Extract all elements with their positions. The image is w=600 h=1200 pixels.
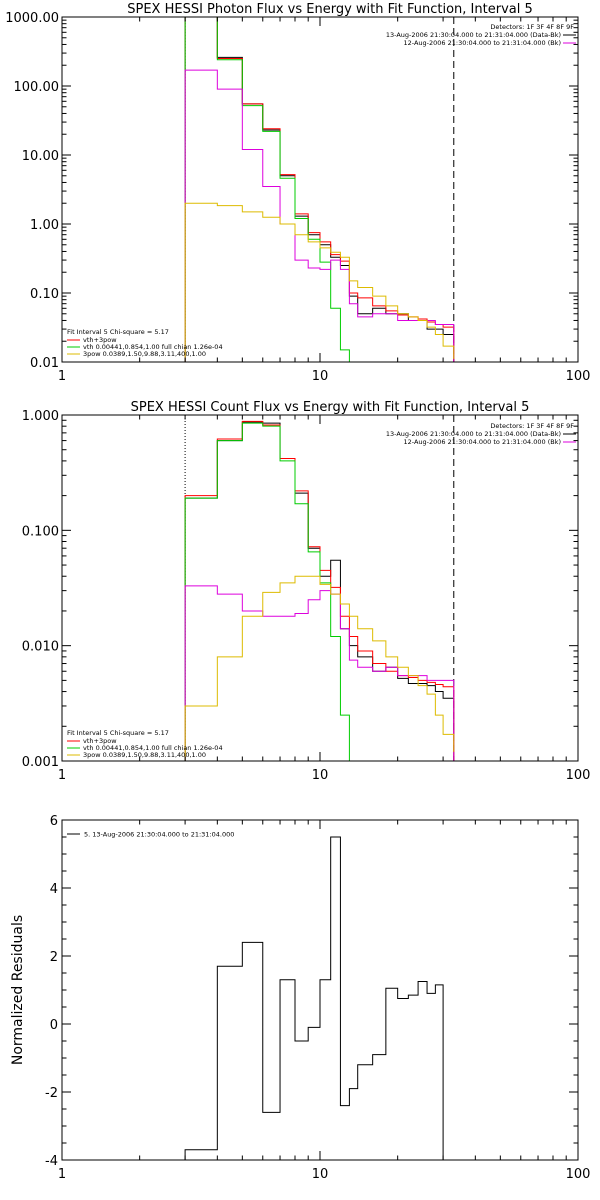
photon-fit-header: Fit Interval 5 Chi-square = 5.17: [67, 328, 169, 336]
count-flux-chart: SPEX HESSI Count Flux vs Energy with Fit…: [22, 400, 591, 783]
count-plot-frame: [61, 414, 579, 762]
count-y-tick-label: 0.100: [22, 524, 59, 539]
residuals-y-tick-label: -2: [45, 1086, 58, 1101]
photon-series-2: [184, 17, 359, 362]
count-chart-axes: 1 10 100 0.001 0.010 0.100 1.000: [22, 409, 591, 783]
count-x-tick-label: 100: [566, 768, 591, 783]
photon-y-tick-label: 0.10: [30, 287, 59, 302]
count-detectors-text: Detectors: 1F 3F 4F 8F 9F: [490, 422, 574, 430]
residuals-y-tick-label: 0: [50, 1018, 58, 1033]
residuals-y-tick-label: 2: [50, 950, 58, 965]
photon-bk-interval-text: 12-Aug-2006 21:30:04.000 to 21:31:04.000…: [404, 39, 561, 47]
count-bk-interval-text: 12-Aug-2006 21:30:04.000 to 21:31:04.000…: [404, 438, 561, 446]
photon-fit-legend: Fit Interval 5 Chi-square = 5.17 vth+3po…: [67, 328, 223, 358]
count-x-tick-label: 10: [312, 768, 329, 783]
count-chart-lines: [184, 415, 455, 761]
residuals-chart-lines: [184, 836, 444, 1160]
count-fit-legend: Fit Interval 5 Chi-square = 5.17 vth+3po…: [67, 729, 223, 759]
photon-x-tick-label: 10: [312, 369, 329, 384]
photon-y-tick-label: 0.01: [30, 356, 59, 371]
residuals-series-0: [184, 836, 444, 1160]
photon-y-tick-label: 1.00: [30, 218, 59, 233]
residuals-chart: 1 10 100 -4 -2 0 2 4 6 Normalized Residuals 5. 1…: [10, 814, 590, 1182]
photon-series-3: [184, 69, 455, 362]
residuals-legend-text: 5. 13-Aug-2006 21:30:04.000 to 21:31:04.…: [84, 831, 234, 839]
photon-info-block: Detectors: 1F 3F 4F 8F 9F 13-Aug-2006 21…: [386, 23, 576, 47]
residuals-y-tick-label: -4: [45, 1154, 58, 1169]
count-y-tick-label: 1.000: [22, 409, 59, 424]
count-data-interval-text: 13-Aug-2006 21:30:04.000 to 21:31:04.000…: [386, 430, 561, 438]
count-fit-3pow: 3pow 0.0389,1.50,9.88,3.11,400,1.00: [83, 751, 206, 759]
count-y-tick-label: 0.010: [22, 640, 59, 655]
photon-chart-title: SPEX HESSI Photon Flux vs Energy with Fi…: [127, 2, 533, 17]
photon-chart-axes: 1 10 100 0.01 0.10 1.00 10.00 100.00 1000.00: [5, 11, 590, 384]
photon-y-tick-label: 10.00: [22, 149, 59, 164]
count-y-tick-label: 0.001: [22, 755, 59, 770]
count-series-2: [184, 422, 359, 761]
residuals-y-axis-label: Normalized Residuals: [10, 915, 26, 1065]
photon-data-interval-text: 13-Aug-2006 21:30:04.000 to 21:31:04.000…: [386, 31, 561, 39]
photon-plot-frame: [61, 16, 579, 363]
count-series-3: [184, 585, 455, 761]
photon-x-tick-label: 100: [566, 369, 591, 384]
photon-fit-vth: vth 0.00441,0.854,1.00 full chian 1.26e-…: [83, 343, 223, 351]
count-series-1: [184, 420, 455, 761]
residuals-x-tick-label: 10: [312, 1167, 329, 1182]
photon-flux-chart: SPEX HESSI Photon Flux vs Energy with Fi…: [5, 2, 590, 384]
photon-detectors-text: Detectors: 1F 3F 4F 8F 9F: [490, 23, 574, 31]
photon-series-0: [184, 17, 455, 362]
count-info-block: Detectors: 1F 3F 4F 8F 9F 13-Aug-2006 21…: [386, 422, 576, 446]
photon-x-tick-label: 1: [58, 369, 66, 384]
residuals-x-tick-label: 1: [58, 1167, 66, 1182]
photon-y-tick-label: 100.00: [14, 80, 60, 95]
photon-fit-3pow: 3pow 0.0389,1.50,9.88,3.11,400,1.00: [83, 350, 206, 358]
residuals-y-tick-label: 4: [50, 882, 58, 897]
count-fit-model: vth+3pow: [83, 737, 117, 745]
residuals-x-tick-label: 100: [566, 1167, 591, 1182]
photon-series-4: [184, 202, 455, 362]
count-fit-header: Fit Interval 5 Chi-square = 5.17: [67, 729, 169, 737]
photon-chart-lines: [184, 17, 455, 362]
count-series-4: [184, 575, 455, 761]
residuals-chart-axes: 1 10 100 -4 -2 0 2 4 6: [45, 814, 590, 1182]
photon-fit-model: vth+3pow: [83, 336, 117, 344]
count-series-0: [184, 421, 455, 761]
residuals-y-tick-label: 6: [50, 814, 58, 829]
photon-series-1: [184, 17, 455, 362]
photon-y-tick-label: 1000.00: [5, 11, 59, 26]
count-chart-title: SPEX HESSI Count Flux vs Energy with Fit…: [131, 400, 530, 415]
count-fit-vth: vth 0.00441,0.854,1.00 full chian 1.26e-…: [83, 744, 223, 752]
count-x-tick-label: 1: [58, 768, 66, 783]
